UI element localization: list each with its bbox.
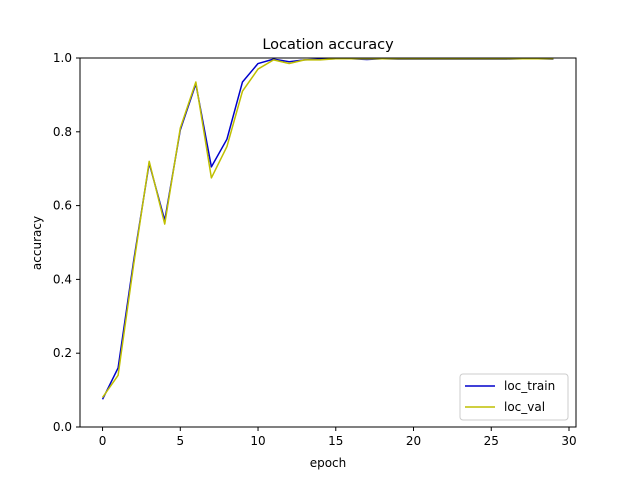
chart-title: Location accuracy <box>262 37 394 53</box>
plot-lines <box>101 57 554 400</box>
series-line-loc-train <box>101 57 554 400</box>
legend: loc_train loc_val <box>459 373 569 421</box>
x-tick-label: 20 <box>406 434 421 448</box>
series-line-loc-val <box>101 57 554 398</box>
x-axis-label: epoch <box>310 456 347 470</box>
y-tick-label: 1.0 <box>53 51 72 65</box>
x-tick-label: 25 <box>484 434 499 448</box>
x-tick-label: 30 <box>561 434 576 448</box>
y-tick-label: 0.6 <box>53 199 72 213</box>
y-tick-label: 0.4 <box>53 272 72 286</box>
y-axis-label: accuracy <box>30 216 44 270</box>
legend-label-loc-val: loc_val <box>504 400 545 414</box>
x-axis: 0 5 10 15 20 25 30 <box>99 427 577 448</box>
x-tick-label: 0 <box>99 434 107 448</box>
y-tick-label: 0.2 <box>53 346 72 360</box>
x-tick-label: 10 <box>250 434 265 448</box>
x-tick-label: 5 <box>176 434 184 448</box>
legend-label-loc-train: loc_train <box>504 379 555 393</box>
plot-frame <box>79 57 577 428</box>
x-tick-label: 15 <box>328 434 343 448</box>
y-tick-label: 0.8 <box>53 125 72 139</box>
y-tick-label: 0.0 <box>53 420 72 434</box>
y-axis: 0.0 0.2 0.4 0.6 0.8 1.0 <box>53 51 80 434</box>
